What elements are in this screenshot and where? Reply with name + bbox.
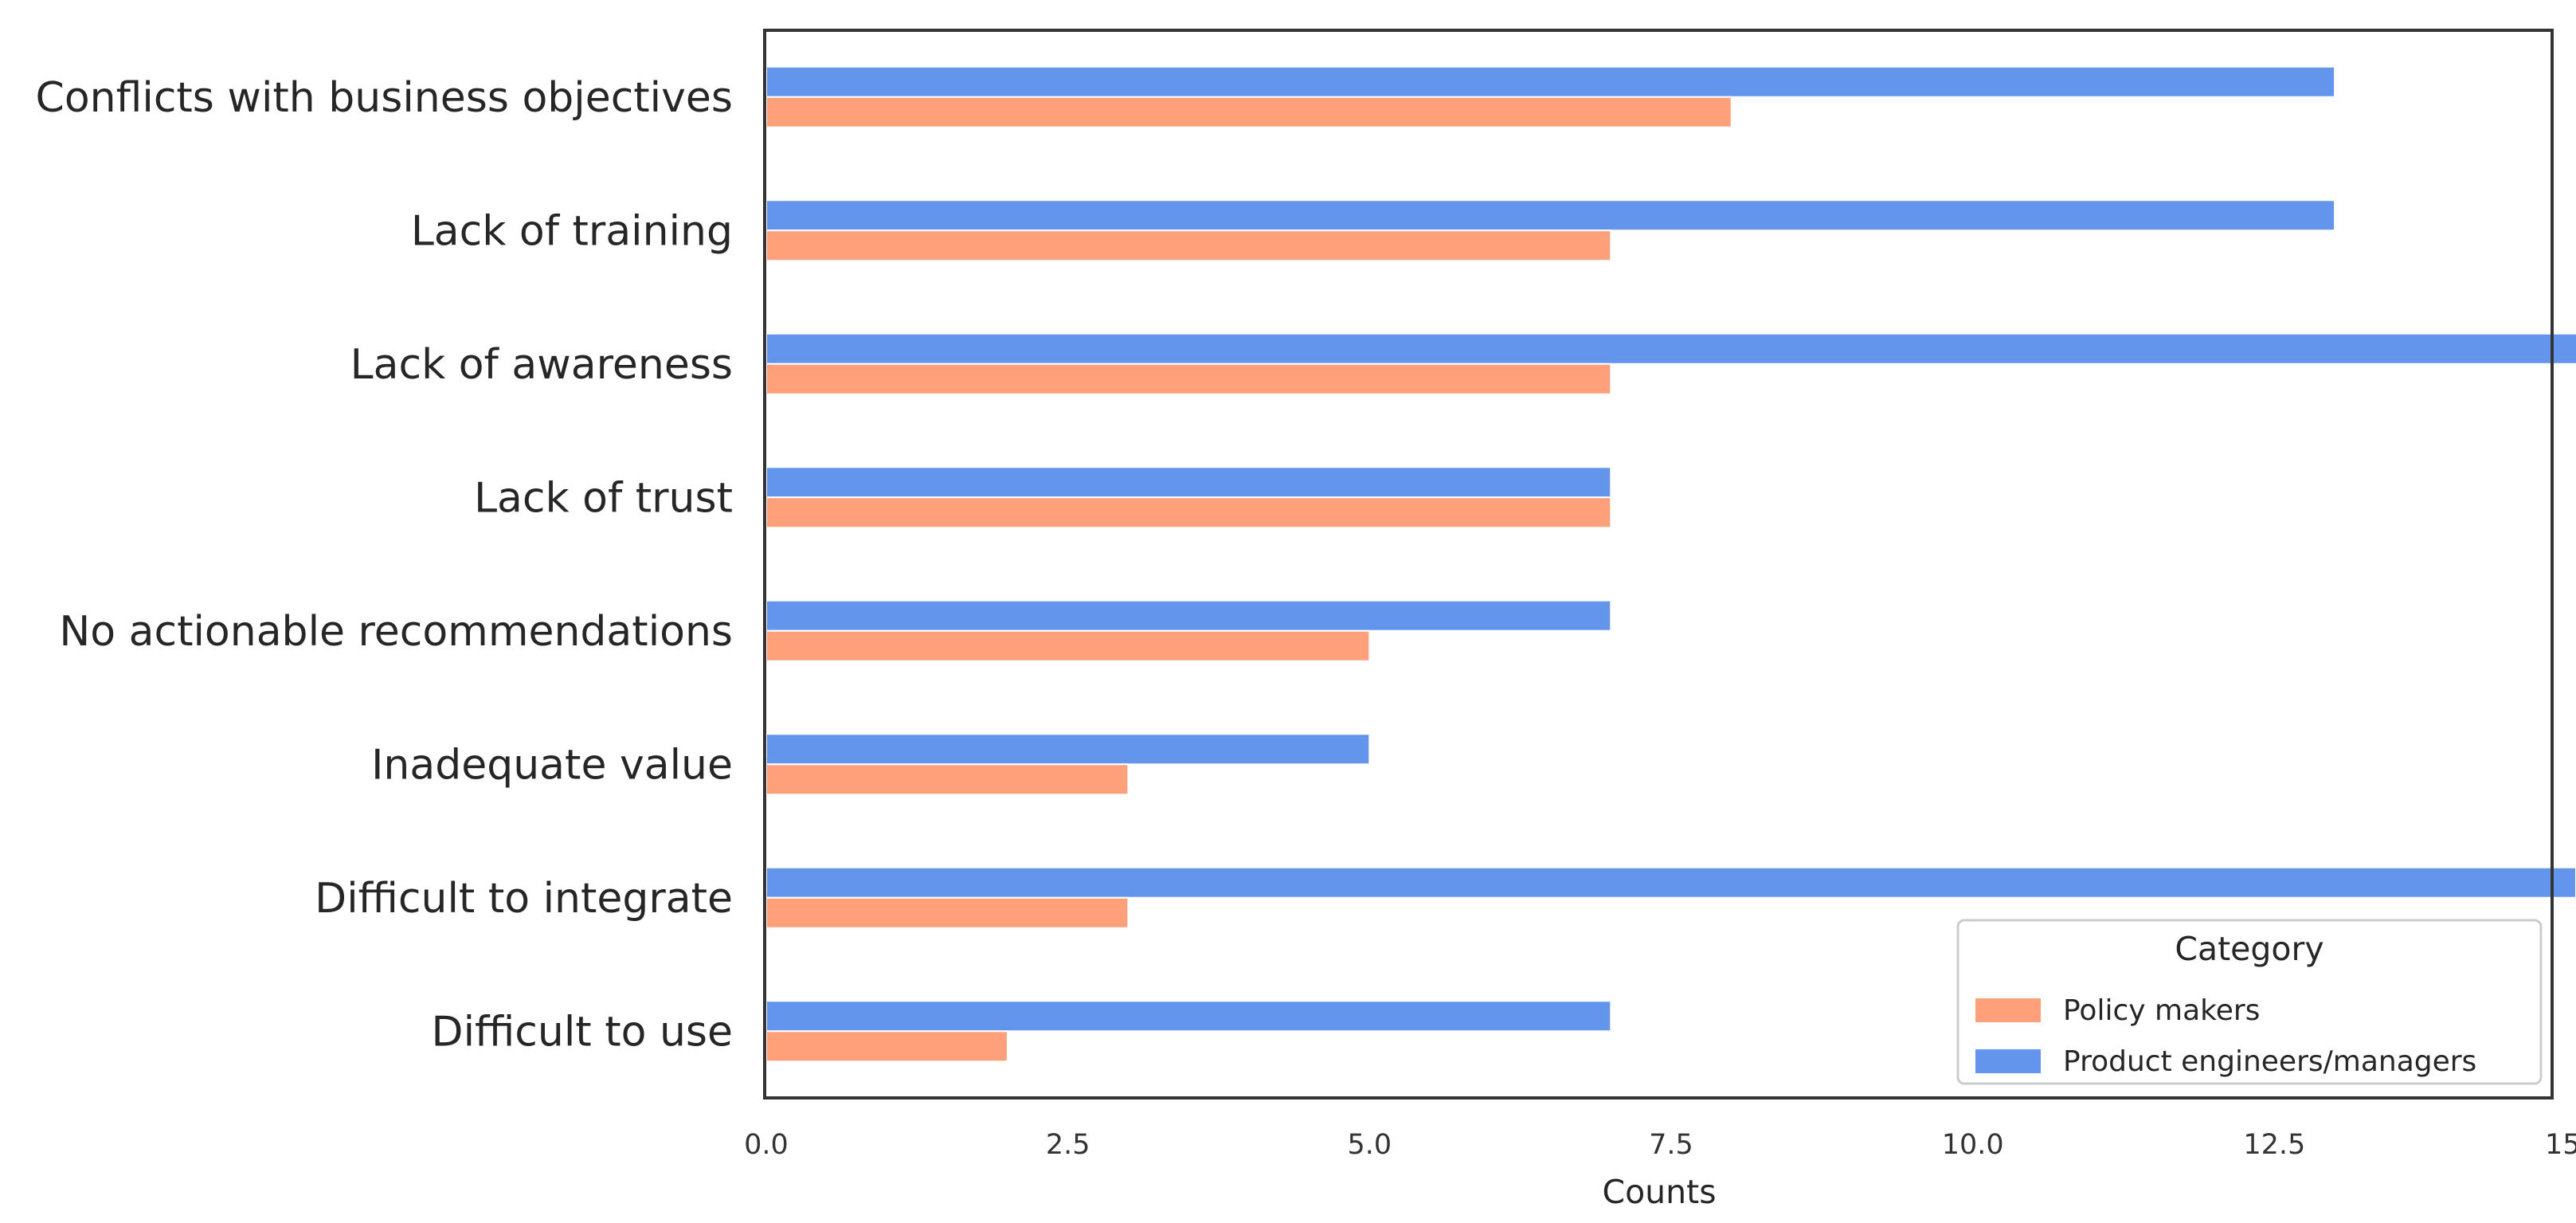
x-tick-label: 0.0 (744, 1129, 789, 1161)
x-tick-labels: 0.02.55.07.510.012.515.017.5 (744, 1129, 2576, 1161)
category-label: No actionable recommendations (59, 608, 733, 656)
bar-policy-makers (765, 896, 1129, 929)
bar-product-engineers (765, 65, 2336, 98)
legend-entry-label: Product engineers/managers (2063, 1045, 2476, 1078)
plot-frame (763, 29, 2554, 1100)
category-label: Difficult to use (432, 1008, 733, 1056)
category-label: Conflicts with business objectives (36, 74, 733, 122)
category-label: Lack of training (411, 207, 733, 255)
category-label: Inadequate value (371, 741, 733, 789)
x-axis-title: Counts (1602, 1173, 1716, 1211)
x-tick-label: 2.5 (1046, 1129, 1090, 1161)
x-tick-label: 7.5 (1649, 1129, 1693, 1161)
category-labels: Conflicts with business objectives Lack o… (36, 74, 733, 1056)
category-label: Difficult to integrate (315, 875, 733, 923)
legend-title: Category (2175, 930, 2323, 968)
category-label: Lack of awareness (350, 341, 733, 389)
bar-policy-makers (765, 1030, 1008, 1063)
bar-product-engineers (765, 332, 2576, 365)
x-tick-label: 12.5 (2243, 1129, 2305, 1161)
legend-swatch (1975, 1049, 2041, 1073)
legend-entry-label: Policy makers (2063, 994, 2260, 1027)
bar-product-engineers (765, 466, 1612, 499)
bar-product-engineers (765, 733, 1371, 766)
bar-product-engineers (765, 199, 2336, 232)
x-tick-label: 10.0 (1942, 1129, 2004, 1161)
x-tick-label: 5.0 (1347, 1129, 1392, 1161)
bar-product-engineers (765, 599, 1612, 632)
legend: Category Policy makers Product engineers/m… (1956, 919, 2543, 1085)
bar-product-engineers (765, 866, 2576, 899)
x-tick-label: 15.0 (2545, 1129, 2576, 1161)
bar-policy-makers (765, 229, 1612, 262)
category-label: Lack of trust (474, 474, 733, 522)
bar-policy-makers (765, 763, 1129, 796)
legend-swatch (1975, 998, 2041, 1022)
bars-layer (765, 65, 2576, 1063)
bar-policy-makers (765, 629, 1371, 662)
bar-policy-makers (765, 96, 1732, 128)
bar-policy-makers (765, 496, 1612, 529)
legend-box (1956, 919, 2543, 1085)
bar-product-engineers (765, 1000, 1612, 1033)
bar-policy-makers (765, 363, 1612, 395)
